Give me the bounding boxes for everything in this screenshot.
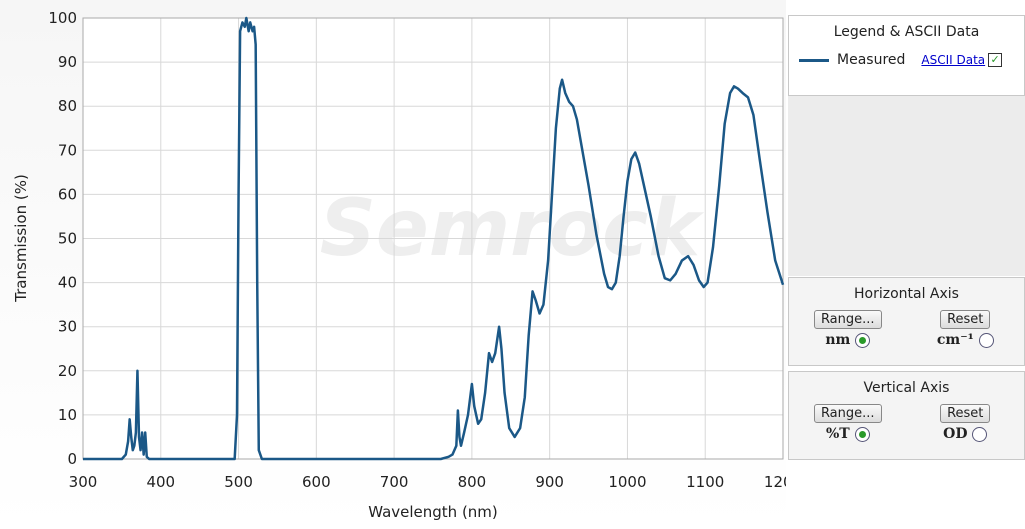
y-axis-label: Transmission (%)	[12, 174, 30, 303]
watermark: Semrock	[320, 184, 705, 274]
option-label: nm	[825, 332, 851, 348]
horizontal-axis-panel: Horizontal Axis Range... nm Reset cm⁻¹	[788, 277, 1025, 366]
y-tick-label: 40	[58, 274, 77, 292]
y-tick-label: 0	[67, 450, 77, 468]
option-label: OD	[943, 426, 968, 442]
legend-entry: Measured ASCII Data ✓	[799, 52, 1024, 68]
panel-title: Horizontal Axis	[854, 286, 959, 302]
panel-title: Vertical Axis	[863, 380, 950, 396]
legend-title: Legend & ASCII Data	[833, 24, 980, 40]
radio[interactable]	[978, 332, 994, 348]
option-label: cm⁻¹	[936, 332, 974, 348]
radio[interactable]	[854, 426, 870, 442]
x-tick-label: 400	[146, 473, 175, 491]
range-button[interactable]: Range...	[813, 310, 882, 329]
x-tick-label: 1100	[686, 473, 724, 491]
x-tick-label: 700	[380, 473, 409, 491]
y-tick-label: 70	[58, 141, 77, 159]
chart: Semrock Wavelength (nm) Transmission (%)…	[0, 0, 786, 529]
reset-button[interactable]: Reset	[940, 310, 991, 329]
x-tick-label: 800	[458, 473, 487, 491]
x-tick-label: 300	[69, 473, 98, 491]
vertical-axis-panel: Vertical Axis Range... %T Reset OD	[788, 371, 1025, 460]
x-tick-label: 600	[302, 473, 331, 491]
x-tick-label: 900	[535, 473, 564, 491]
radio[interactable]	[972, 426, 988, 442]
legend-label: Measured	[837, 52, 906, 68]
y-tick-label: 10	[58, 406, 77, 424]
reset-button[interactable]: Reset	[940, 404, 991, 423]
y-tick-label: 90	[58, 53, 77, 71]
radio[interactable]	[855, 332, 871, 348]
panel-spacer	[788, 96, 1025, 276]
ascii-link[interactable]: ASCII Data	[921, 53, 986, 67]
y-tick-label: 80	[58, 97, 77, 115]
x-tick-label: 1000	[608, 473, 646, 491]
y-tick-label: 20	[58, 362, 77, 380]
y-tick-label: 60	[58, 185, 77, 203]
y-tick-label: 50	[58, 230, 77, 248]
option-label: %T	[825, 426, 850, 442]
x-tick-label: 1200	[764, 473, 786, 491]
range-button[interactable]: Range...	[813, 404, 882, 423]
legend-swatch	[799, 58, 829, 62]
y-tick-label: 30	[58, 318, 77, 336]
checkbox[interactable]: ✓	[988, 53, 1003, 67]
data-line	[83, 16, 785, 461]
legend-panel: Legend & ASCII Data Measured ASCII Data …	[788, 15, 1025, 96]
x-tick-label: 500	[224, 473, 253, 491]
y-tick-label: 100	[48, 9, 77, 27]
x-axis-label: Wavelength (nm)	[368, 503, 498, 521]
